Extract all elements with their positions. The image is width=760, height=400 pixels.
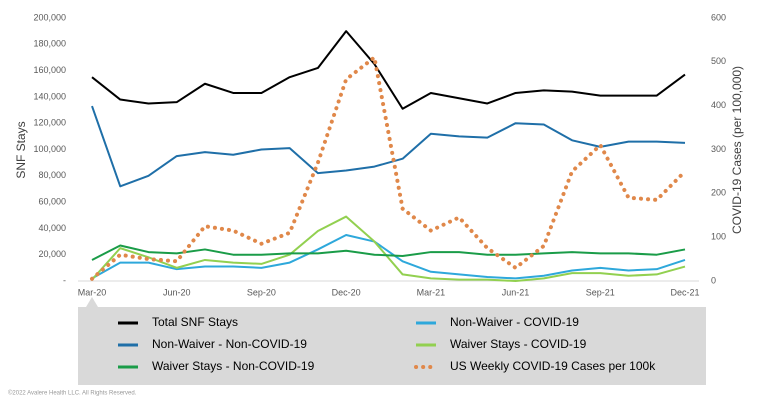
legend-label: Total SNF Stays <box>152 315 238 329</box>
y-tick-label: 180,000 <box>33 39 66 49</box>
y2-axis-title: COVID-19 Cases (per 100,000) <box>730 66 744 234</box>
pointer <box>86 297 98 307</box>
y-tick-label: 120,000 <box>33 118 66 128</box>
legend-label: Non-Waiver - Non-COVID-19 <box>152 337 307 351</box>
x-tick-label: Dec-21 <box>670 287 699 297</box>
x-tick-label: Sep-21 <box>586 287 615 297</box>
series-line <box>91 233 686 280</box>
y-tick-label: 80,000 <box>38 170 66 180</box>
footnote: ©2022 Avalere Health LLC. All Rights Res… <box>8 390 137 397</box>
y2-tick-label: 300 <box>711 144 726 154</box>
x-tick-label: Jun-20 <box>163 287 191 297</box>
legend-label: US Weekly COVID-19 Cases per 100k <box>450 359 656 373</box>
y-tick-label: 40,000 <box>38 223 66 233</box>
y-tick-label: 200,000 <box>33 12 66 22</box>
y-tick-label: 140,000 <box>33 91 66 101</box>
legend-background <box>78 307 706 385</box>
x-tick-label: Jun-21 <box>502 287 530 297</box>
y2-tick-label: 600 <box>711 12 726 22</box>
y-tick-label: 20,000 <box>38 249 66 259</box>
series-line <box>90 55 687 281</box>
x-tick-label: Dec-20 <box>332 287 361 297</box>
x-tick-label: Mar-21 <box>417 287 446 297</box>
x-tick-label: Sep-20 <box>247 287 276 297</box>
y2-tick-label: 400 <box>711 100 726 110</box>
y2-tick-label: 100 <box>711 232 726 242</box>
y2-tick-label: 200 <box>711 188 726 198</box>
y2-tick-label: 0 <box>711 275 716 285</box>
y-axis-title: SNF Stays <box>14 121 28 178</box>
y-tick-label: 60,000 <box>38 196 66 206</box>
series-line <box>91 244 686 261</box>
legend-label: Waiver Stays - Non-COVID-19 <box>152 359 315 373</box>
series-line <box>91 105 686 188</box>
y-tick-label: 160,000 <box>33 65 66 75</box>
y-tick-label: 100,000 <box>33 144 66 154</box>
legend-label: Waiver Stays - COVID-19 <box>450 337 587 351</box>
legend-label: Non-Waiver - COVID-19 <box>450 315 579 329</box>
y2-tick-label: 500 <box>711 56 726 66</box>
y-tick-label: - <box>63 275 66 285</box>
x-tick-label: Mar-20 <box>78 287 107 297</box>
series-line <box>91 215 686 282</box>
series-line <box>91 30 686 110</box>
